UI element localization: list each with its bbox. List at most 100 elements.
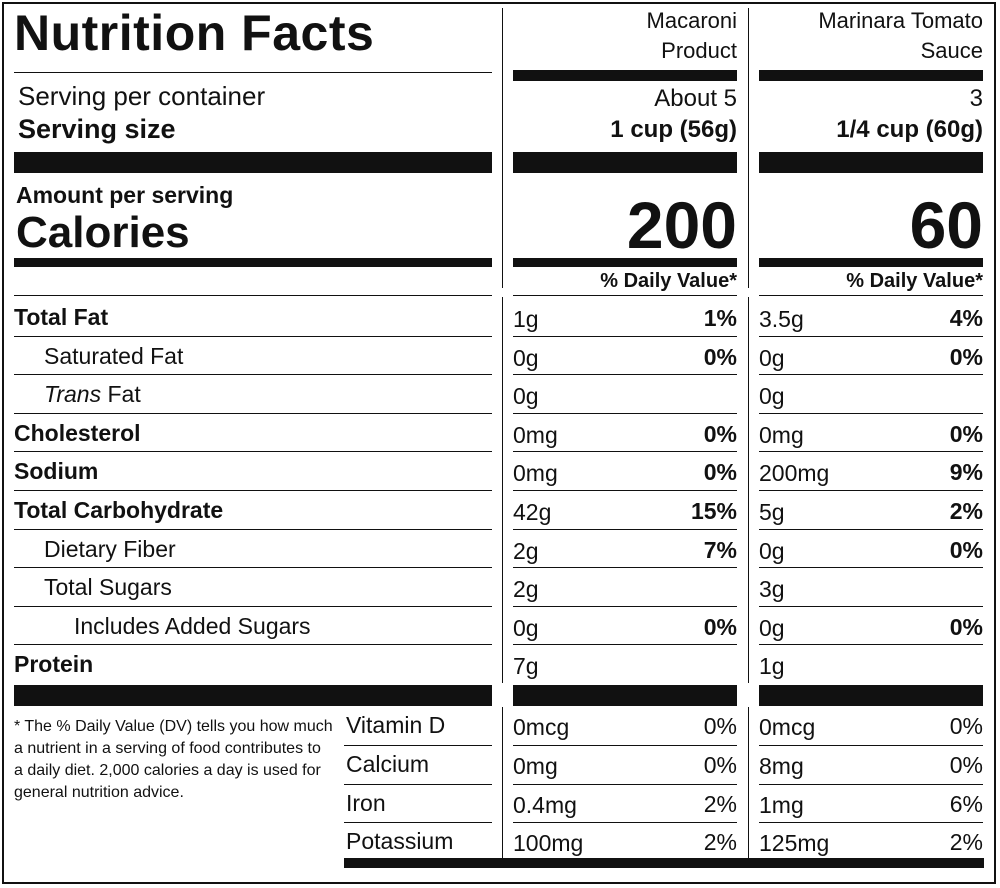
- product-thick-bar-vitamins-1: [759, 685, 983, 706]
- product-name2-1: Sauce: [920, 38, 983, 63]
- nutrient-dv: 9%: [949, 459, 983, 486]
- nutrient-amount: 0mg: [513, 460, 558, 487]
- nutrient-amount: 3.5g: [759, 306, 804, 332]
- nutrient-label: Trans Fat: [44, 381, 141, 408]
- vitamin-amount: 1mg: [759, 791, 804, 818]
- nutrient-amount: 0mg: [759, 421, 804, 448]
- nutrient-dv: 0%: [949, 613, 983, 640]
- nutrient-amount: 0g: [759, 537, 785, 564]
- nutrient-dv: 2%: [949, 498, 983, 524]
- vitamin-rule: [513, 822, 737, 824]
- row-separator: [748, 605, 749, 645]
- row-rule: [759, 490, 983, 491]
- product-thick-bar-vitamins-0: [513, 685, 737, 706]
- vitamin-rule: [759, 783, 983, 785]
- nutrient-amount: 2g: [513, 576, 539, 603]
- vitamin-separator: [748, 745, 749, 785]
- nutrient-dv: 0%: [949, 536, 983, 563]
- row-separator: [502, 335, 503, 375]
- nutrient-label-text: Includes Added Sugars: [74, 612, 311, 639]
- vitamin-separator: [502, 784, 503, 824]
- nutrient-amount: 0g: [759, 344, 785, 371]
- vitamin-label: Calcium: [346, 750, 430, 777]
- vitamin-dv: 2%: [703, 790, 737, 817]
- row-separator: [502, 605, 503, 645]
- vitamin-rule: [344, 822, 492, 824]
- nutrient-amount: 1g: [759, 653, 785, 680]
- vitamin-rule: [513, 744, 737, 746]
- nutrient-dv: 0%: [703, 613, 737, 640]
- row-rule: [759, 374, 983, 376]
- nutrient-label: Sodium: [14, 458, 98, 485]
- vitamin-rule: [513, 783, 737, 785]
- nutrient-label: Total Fat: [14, 304, 108, 331]
- nutrient-label: Protein: [14, 651, 93, 678]
- vitamin-dv: 2%: [703, 829, 737, 856]
- nutrient-amount: 1g: [513, 306, 539, 332]
- nutrient-label-text: Total Sugars: [44, 574, 172, 601]
- nutrient-dv: 4%: [949, 305, 983, 331]
- row-separator: [502, 374, 503, 413]
- nutrient-dv: 0%: [703, 343, 737, 370]
- vitamin-amount: 0mcg: [513, 714, 570, 740]
- calories-value-0: 200: [626, 188, 737, 262]
- row-separator: [748, 490, 749, 529]
- vitamin-separator: [502, 745, 503, 785]
- product-thick-bar-0: [513, 152, 737, 173]
- product-bar-top-0: [513, 70, 737, 81]
- nutrient-amount: 0g: [513, 614, 539, 641]
- nutrient-amount: 0g: [513, 344, 539, 371]
- product-name-1: Marinara Tomato: [818, 8, 983, 33]
- label-title: Nutrition Facts: [14, 5, 375, 61]
- product-name2-0: Product: [661, 38, 737, 63]
- thick-bar-top: [14, 152, 492, 173]
- row-separator: [502, 412, 503, 452]
- row-separator: [748, 374, 749, 413]
- nutrient-amount: 5g: [759, 499, 785, 525]
- nutrient-label: Saturated Fat: [44, 343, 183, 370]
- vitamin-amount: 100mg: [513, 830, 584, 857]
- row-rule: [14, 451, 492, 453]
- medium-bar-calories: [14, 258, 492, 267]
- nutrient-amount: 42g: [513, 499, 552, 525]
- nutrient-label-italic: Trans: [44, 381, 102, 408]
- nutrient-dv: 0%: [949, 343, 983, 370]
- nutrient-label: Includes Added Sugars: [74, 613, 311, 640]
- thick-bar-vitamins: [14, 685, 492, 706]
- nutrient-amount: 0g: [513, 383, 539, 410]
- nutrient-label: Dietary Fiber: [44, 536, 176, 563]
- vitamin-rule: [759, 744, 983, 746]
- vitamin-rule: [759, 822, 983, 824]
- dv-header-1: % Daily Value*: [846, 270, 983, 292]
- servings-value-1: 3: [969, 85, 983, 112]
- nutrient-amount: 0mg: [513, 421, 558, 448]
- row-separator: [502, 297, 503, 336]
- product-name-0: Macaroni: [646, 8, 737, 33]
- amount-per-serving-label: Amount per serving: [16, 182, 234, 208]
- row-rule: [14, 335, 492, 337]
- vitamin-label: Vitamin D: [346, 712, 446, 738]
- row-separator: [502, 451, 503, 490]
- vitamin-dv: 0%: [703, 751, 737, 778]
- row-rule: [759, 528, 983, 530]
- nutrient-label-text: Saturated Fat: [44, 342, 184, 369]
- product-bar-top-1: [759, 70, 983, 81]
- nutrient-amount: 200mg: [759, 460, 830, 487]
- calories-label: Calories: [16, 208, 190, 257]
- nutrient-label-text: Cholesterol: [14, 419, 141, 446]
- vitamin-separator: [502, 823, 503, 863]
- vitamin-amount: 125mg: [759, 830, 830, 857]
- nutrient-dv: 0%: [703, 420, 737, 447]
- vitamin-label: Iron: [346, 789, 386, 816]
- row-rule: [513, 528, 737, 530]
- nutrient-label: Total Carbohydrate: [14, 497, 223, 524]
- row-rule: [759, 335, 983, 337]
- row-separator: [748, 528, 749, 568]
- row-rule: [14, 644, 492, 646]
- row-rule: [513, 605, 737, 607]
- row-separator: [748, 451, 749, 490]
- row-rule: [759, 644, 983, 646]
- vitamin-separator: [502, 707, 503, 746]
- vitamin-rule: [344, 744, 492, 746]
- row-rule: [513, 644, 737, 646]
